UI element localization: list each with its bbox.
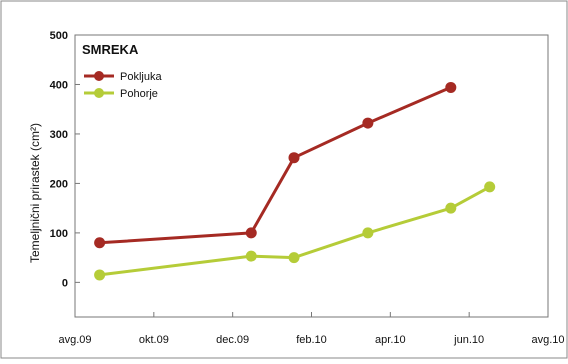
data-point-pohorje: [288, 252, 300, 264]
data-point-pohorje: [484, 181, 496, 193]
data-point-pokljuka: [445, 81, 457, 93]
data-point-pokljuka: [245, 227, 257, 239]
data-point-pokljuka: [94, 237, 106, 249]
x-tick-label: avg.09: [58, 334, 91, 346]
y-tick-label: 400: [50, 79, 68, 91]
chart-title: SMREKA: [82, 42, 139, 57]
data-point-pokljuka: [288, 152, 300, 164]
legend-label: Pokljuka: [120, 71, 162, 83]
series-group: [94, 81, 496, 281]
y-tick-label: 0: [62, 277, 68, 289]
legend-item-pokljuka: Pokljuka: [84, 71, 162, 83]
x-tick-label: dec.09: [216, 334, 249, 346]
legend-items: Pokljuka Pohorje: [84, 71, 162, 100]
x-tick-label: okt.09: [139, 334, 169, 346]
data-point-pokljuka: [362, 117, 374, 129]
legend-label: Pohorje: [120, 88, 158, 100]
data-point-pohorje: [94, 269, 106, 281]
data-point-pohorje: [445, 202, 457, 214]
y-tick-label: 500: [50, 30, 68, 42]
legend-marker-swatch: [94, 71, 104, 81]
y-tick-label: 200: [50, 178, 68, 190]
x-tick-label: avg.10: [531, 334, 564, 346]
data-point-pohorje: [362, 227, 374, 239]
x-tick-label: apr.10: [375, 334, 406, 346]
legend-item-pohorje: Pohorje: [84, 88, 158, 100]
y-tick-label: 100: [50, 228, 68, 240]
y-tick-label: 300: [50, 129, 68, 141]
series-line-pohorje: [99, 185, 491, 277]
legend: SMREKA Pokljuka Pohorje: [82, 42, 162, 100]
x-tick-label: jun.10: [453, 334, 484, 346]
y-axis-title: Temeljnični prirastek (cm²): [28, 123, 42, 263]
data-point-pohorje: [245, 250, 257, 262]
x-tick-label: feb.10: [296, 334, 327, 346]
axes-group: 0 100 200 300 400 500 avg.09 okt.09 dec.09 feb.10…: [50, 30, 565, 346]
legend-marker-swatch: [94, 88, 104, 98]
